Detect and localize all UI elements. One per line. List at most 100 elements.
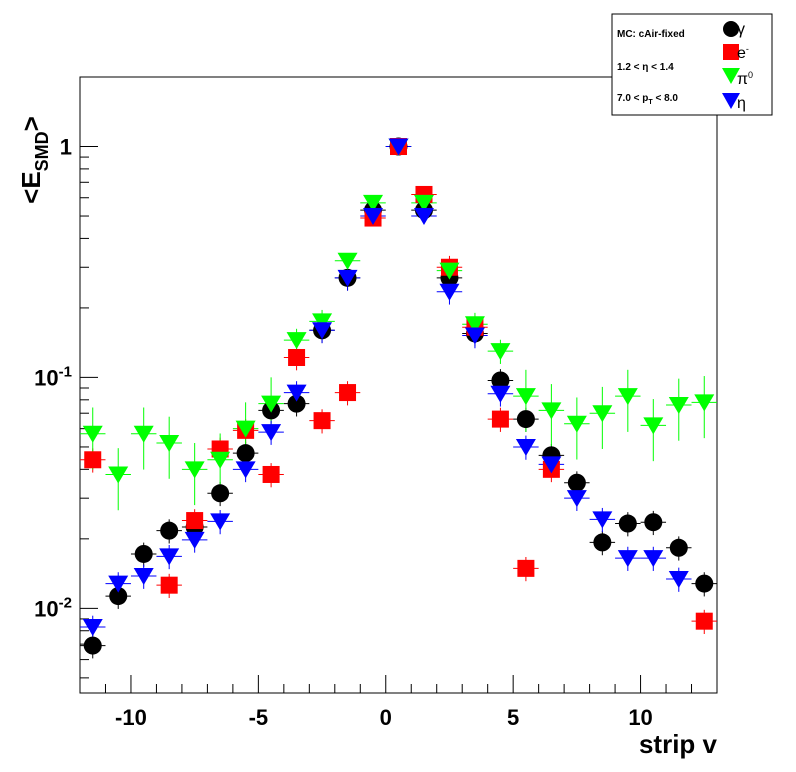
point-gamma <box>160 521 179 540</box>
point-gamma <box>134 544 153 563</box>
point-electron <box>313 412 331 430</box>
point-electron <box>186 512 204 530</box>
point-gamma <box>516 410 535 429</box>
point-pi0 <box>592 405 613 423</box>
point-gamma <box>593 533 612 552</box>
point-pi0 <box>235 420 256 438</box>
axis-ticks <box>79 76 718 693</box>
point-gamma <box>644 513 663 532</box>
legend-electron-label: e- <box>737 44 749 62</box>
x-tick-label: -10 <box>115 705 147 730</box>
point-pi0 <box>413 194 434 212</box>
point-pi0 <box>668 396 689 414</box>
point-gamma <box>83 636 102 655</box>
point-eta <box>617 550 638 568</box>
point-gamma <box>109 587 128 606</box>
y-axis-label: <ESMD> <box>16 116 52 204</box>
point-pi0 <box>337 252 358 270</box>
legend-line-eta: 1.2 < η < 1.4 <box>617 62 674 73</box>
x-axis-label: strip v <box>639 729 718 759</box>
point-pi0 <box>312 313 333 331</box>
legend-eta-label: η <box>737 95 746 112</box>
axis-tick-labels: -10 -5 0 5 10 10-2 10-1 1 <box>34 135 653 730</box>
point-electron <box>491 410 509 428</box>
point-pi0 <box>210 451 231 469</box>
point-eta <box>82 619 103 637</box>
point-pi0 <box>464 316 485 334</box>
point-pi0 <box>439 262 460 280</box>
point-gamma <box>236 444 255 463</box>
point-eta <box>261 424 282 442</box>
point-eta <box>515 438 536 456</box>
legend-electron-marker <box>723 44 739 60</box>
point-eta <box>592 511 613 529</box>
point-eta <box>286 384 307 402</box>
point-pi0 <box>541 402 562 420</box>
point-gamma <box>669 538 688 557</box>
y-tick-label: 1 <box>60 135 72 160</box>
legend-pi0-label: π0 <box>737 70 753 88</box>
x-tick-label: 5 <box>507 705 519 730</box>
point-eta <box>541 456 562 474</box>
point-pi0 <box>694 394 715 412</box>
point-eta <box>159 548 180 566</box>
point-eta <box>388 138 409 156</box>
y-axis-label-sub: SMD <box>32 131 52 171</box>
point-eta <box>133 568 154 586</box>
legend-pi0-marker <box>722 68 740 84</box>
point-pi0 <box>643 417 664 435</box>
point-eta <box>490 385 511 403</box>
point-pi0 <box>261 395 282 413</box>
point-pi0 <box>286 332 307 350</box>
point-pi0 <box>108 466 129 484</box>
point-gamma <box>618 514 637 533</box>
point-electron <box>695 612 713 630</box>
point-electron <box>262 465 280 483</box>
point-pi0 <box>490 343 511 361</box>
point-eta <box>235 461 256 479</box>
point-eta <box>337 269 358 287</box>
data-markers <box>82 137 715 655</box>
legend-gamma-marker <box>723 21 739 37</box>
point-eta <box>566 490 587 508</box>
point-electron <box>84 451 102 469</box>
x-tick-label: -5 <box>249 705 269 730</box>
point-eta <box>363 208 384 226</box>
point-electron <box>339 384 357 402</box>
legend-line-mc: MC: cAir-fixed <box>617 29 685 40</box>
legend-gamma-label: γ <box>737 21 745 38</box>
point-eta <box>210 513 231 531</box>
y-tick-label: 10-1 <box>34 363 72 390</box>
point-electron <box>160 576 178 594</box>
legend-line-pt: 7.0 < pT < 8.0 <box>617 93 678 106</box>
point-gamma <box>567 473 586 492</box>
x-tick-label: 10 <box>628 705 652 730</box>
point-eta <box>668 571 689 589</box>
point-eta <box>184 531 205 549</box>
point-eta <box>464 327 485 345</box>
point-eta <box>413 208 434 226</box>
y-tick-label: 10-2 <box>34 594 72 621</box>
point-gamma <box>491 371 510 390</box>
legend-eta-marker <box>722 93 740 109</box>
point-gamma <box>211 484 230 503</box>
point-gamma <box>287 394 306 413</box>
legend-box <box>611 13 773 116</box>
point-electron <box>517 559 535 577</box>
y-axis-label-main: <E <box>16 171 46 204</box>
point-pi0 <box>617 388 638 406</box>
point-eta <box>439 283 460 301</box>
point-pi0 <box>82 425 103 443</box>
svg-text:<ESMD>: <ESMD> <box>16 116 52 204</box>
point-pi0 <box>363 194 384 212</box>
x-tick-label: 0 <box>380 705 392 730</box>
point-eta <box>108 575 129 593</box>
point-eta <box>643 550 664 568</box>
point-pi0 <box>184 461 205 479</box>
plot-frame <box>79 76 718 694</box>
point-pi0 <box>515 388 536 406</box>
point-gamma <box>695 574 714 593</box>
point-pi0 <box>566 415 587 433</box>
point-eta <box>312 322 333 340</box>
